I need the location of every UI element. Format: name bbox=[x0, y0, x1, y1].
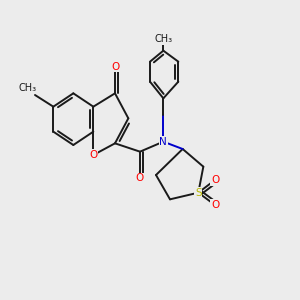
Text: O: O bbox=[111, 62, 119, 72]
Text: O: O bbox=[211, 200, 219, 210]
Text: CH₃: CH₃ bbox=[154, 34, 172, 44]
Text: O: O bbox=[89, 150, 98, 160]
Text: CH₃: CH₃ bbox=[18, 83, 36, 93]
Text: O: O bbox=[136, 173, 144, 183]
Text: S: S bbox=[195, 188, 202, 198]
Text: O: O bbox=[211, 175, 219, 185]
Text: N: N bbox=[160, 137, 167, 147]
